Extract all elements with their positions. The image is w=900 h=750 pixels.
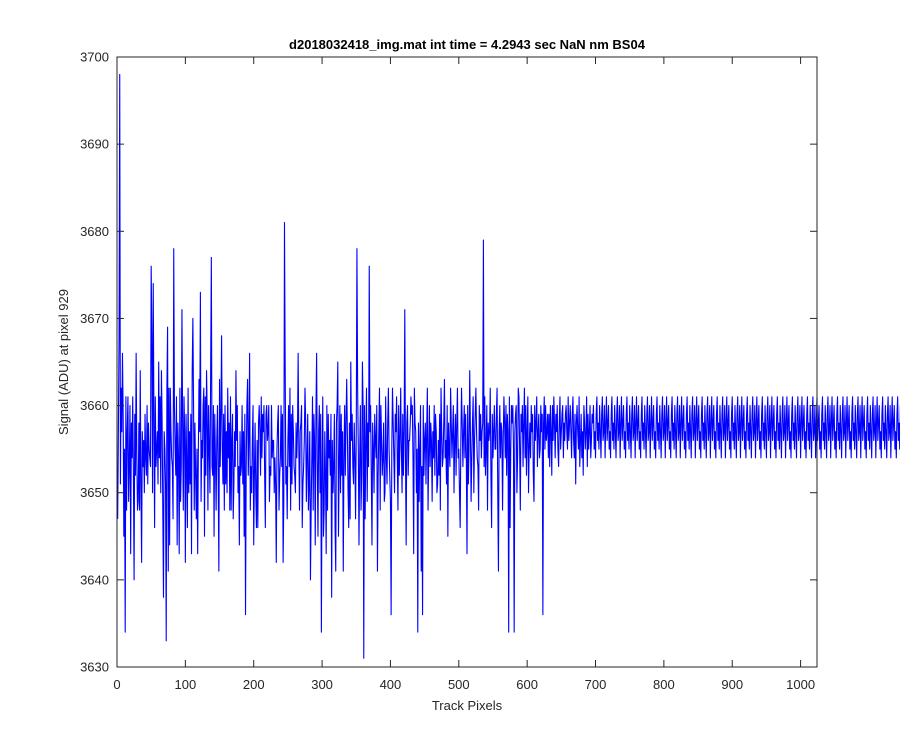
y-axis: 3630 3640 3650 3660 3670 3680 3690 3700 xyxy=(80,50,817,675)
x-tick-label: 900 xyxy=(721,677,743,692)
y-tick-label: 3640 xyxy=(80,572,109,587)
x-tick-label: 700 xyxy=(585,677,607,692)
axes-box xyxy=(116,56,818,668)
series-group xyxy=(117,73,900,659)
x-axis-label: Track Pixels xyxy=(432,698,503,713)
x-tick-label: 0 xyxy=(113,677,120,692)
x-tick-label: 800 xyxy=(653,677,675,692)
plot-area xyxy=(117,57,817,667)
series-line xyxy=(117,73,900,659)
x-tick-label: 1000 xyxy=(786,677,815,692)
x-tick-label: 500 xyxy=(448,677,470,692)
x-tick-label: 200 xyxy=(243,677,265,692)
x-axis: 0 100 200 300 400 500 600 700 800 900 1000 xyxy=(113,57,815,692)
x-tick-label: 600 xyxy=(516,677,538,692)
y-tick-label: 3700 xyxy=(80,50,109,65)
chart-title: d2018032418_img.mat int time = 4.2943 se… xyxy=(289,37,646,52)
x-tick-label: 400 xyxy=(380,677,402,692)
y-tick-label: 3680 xyxy=(80,224,109,239)
x-tick-label: 100 xyxy=(175,677,197,692)
y-tick-label: 3650 xyxy=(80,485,109,500)
y-tick-label: 3660 xyxy=(80,398,109,413)
x-tick-label: 300 xyxy=(311,677,333,692)
y-axis-label: Signal (ADU) at pixel 929 xyxy=(56,289,71,435)
y-tick-label: 3630 xyxy=(80,660,109,675)
y-tick-label: 3670 xyxy=(80,311,109,326)
y-tick-label: 3690 xyxy=(80,137,109,152)
